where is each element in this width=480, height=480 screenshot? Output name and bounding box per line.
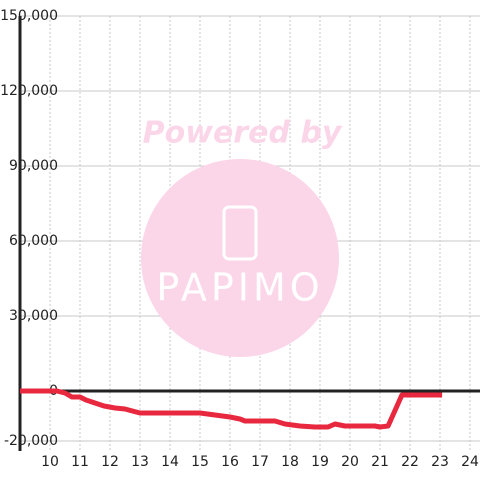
x-tick-label: 23 [431,454,449,470]
y-tick-label: 90,000 [9,158,58,174]
x-tick-label: 13 [131,454,149,470]
y-tick-label: 60,000 [9,233,58,249]
x-tick-label: 18 [281,454,299,470]
watermark: Powered by PAPIMO [141,116,343,357]
y-tick-label: 150,000 [0,8,58,24]
y-tick-label: -20,000 [4,433,58,449]
x-tick-label: 16 [221,454,239,470]
x-tick-label: 20 [341,454,359,470]
x-tick-label: 24 [461,454,479,470]
x-tick-label: 19 [311,454,329,470]
watermark-icon [222,205,258,261]
x-tick-label: 22 [401,454,419,470]
data-line [20,388,443,430]
watermark-text: Powered by [143,116,343,151]
x-tick-label: 21 [371,454,389,470]
x-tick-label: 17 [251,454,269,470]
watermark-logo: PAPIMO [156,266,323,310]
x-tick-label: 12 [101,454,119,470]
x-tick-label: 14 [161,454,179,470]
y-tick-label: 30,000 [9,308,58,324]
x-tick-label: 15 [191,454,209,470]
x-tick-label: 11 [71,454,89,470]
y-tick-label: 120,000 [0,83,58,99]
x-tick-label: 10 [41,454,59,470]
